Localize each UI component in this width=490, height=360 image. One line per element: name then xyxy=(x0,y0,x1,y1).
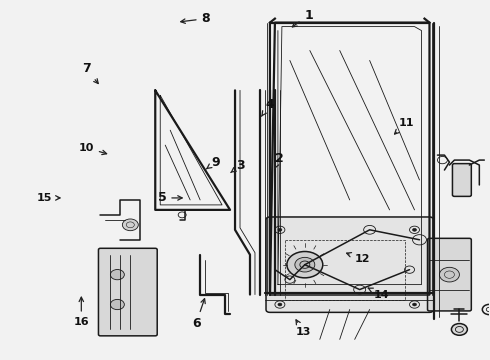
FancyBboxPatch shape xyxy=(266,217,433,312)
FancyBboxPatch shape xyxy=(452,164,471,196)
Circle shape xyxy=(295,257,315,272)
Text: 14: 14 xyxy=(368,288,390,300)
Text: 7: 7 xyxy=(82,62,98,84)
Text: 16: 16 xyxy=(74,297,89,327)
Text: 10: 10 xyxy=(78,143,107,154)
Circle shape xyxy=(278,228,282,231)
FancyBboxPatch shape xyxy=(427,238,471,311)
Text: 2: 2 xyxy=(275,152,284,168)
Text: 12: 12 xyxy=(346,253,370,264)
Circle shape xyxy=(451,324,467,335)
Circle shape xyxy=(110,270,124,280)
Circle shape xyxy=(440,267,460,282)
Text: 5: 5 xyxy=(158,192,182,204)
Text: 11: 11 xyxy=(394,118,414,134)
Text: 9: 9 xyxy=(206,156,220,169)
Circle shape xyxy=(278,303,282,306)
Text: 13: 13 xyxy=(296,320,311,337)
Circle shape xyxy=(287,252,323,278)
Text: 1: 1 xyxy=(293,9,313,27)
Text: 8: 8 xyxy=(181,12,210,25)
Circle shape xyxy=(110,300,124,310)
Text: 4: 4 xyxy=(262,98,274,116)
Circle shape xyxy=(413,228,416,231)
Circle shape xyxy=(122,219,138,231)
Text: 3: 3 xyxy=(231,159,245,172)
Text: 6: 6 xyxy=(192,299,205,330)
Text: 15: 15 xyxy=(37,193,60,203)
FancyBboxPatch shape xyxy=(98,248,157,336)
Circle shape xyxy=(413,303,416,306)
